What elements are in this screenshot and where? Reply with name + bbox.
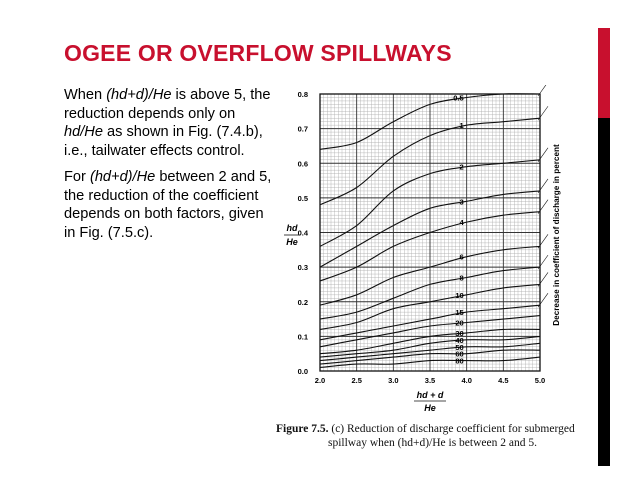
curve-label: 50: [455, 343, 463, 352]
curve-4: [319, 211, 541, 282]
curve-30: [319, 328, 541, 355]
curve-label: 6: [459, 253, 463, 262]
caption-line2: spillway when (hd+d)/He is between 2 and…: [328, 437, 537, 449]
curve-60: [319, 349, 541, 365]
curve-label: 20: [455, 319, 463, 328]
y-tick-label: 0.3: [298, 263, 308, 272]
curve-6: [319, 245, 541, 306]
curve-label: 80: [455, 357, 463, 366]
ratio-expression: (hd+d)/He: [89, 169, 156, 185]
x-tick-label: 2.5: [351, 376, 361, 385]
x-axis-label-bottom: He: [424, 403, 436, 413]
y-tick-label: 0.2: [298, 298, 308, 307]
label-arrow: [537, 234, 549, 249]
label-arrow: [537, 81, 549, 97]
curve-2: [319, 159, 541, 247]
x-axis-label-top: hd + d: [417, 390, 444, 400]
curves: [319, 93, 541, 369]
curve-label: 10: [455, 291, 463, 300]
y-tick-label: 0.0: [298, 367, 308, 376]
label-arrow: [537, 293, 549, 308]
curve-50: [319, 342, 541, 362]
submergence-chart: 0.0 0.1 0.2 0.3 0.4 0.5 0.6 0.7 0.8 2.0 2.5 3.0 3.5…: [284, 81, 561, 413]
paragraph-both-factors: For (hd+d)/He between 2 and 5, the reduc…: [64, 168, 276, 242]
curve-20: [319, 315, 541, 348]
curve-label: 4: [459, 218, 464, 227]
ratio-expression: hd/He: [64, 124, 103, 140]
curve-1: [319, 117, 541, 206]
curve-label: 0.5: [453, 93, 463, 102]
x-tick-label: 5.0: [535, 376, 545, 385]
figure-7-5c: 0.0 0.1 0.2 0.3 0.4 0.5 0.6 0.7 0.8 2.0 2.5 3.0 3.5…: [270, 81, 580, 455]
x-tick-label: 4.0: [461, 376, 471, 385]
label-arrow: [537, 272, 549, 287]
curve-label: 8: [459, 274, 463, 283]
y-tick-label: 0.6: [298, 159, 308, 168]
curve-label: 2: [459, 163, 463, 172]
paragraph-tailwater: When (hd+d)/He is above 5, the reduction…: [64, 86, 276, 160]
text-span: is above 5, the reduction depends only o…: [64, 87, 271, 122]
x-tick-label: 4.5: [498, 376, 508, 385]
curve-10: [319, 283, 541, 330]
curve-label: 3: [459, 197, 463, 206]
curve-label: 1: [459, 121, 463, 130]
curve-40: [319, 335, 541, 358]
curve-15: [319, 304, 541, 341]
curve-label: 40: [455, 336, 463, 345]
label-arrow: [537, 254, 549, 270]
curve-80: [319, 356, 541, 369]
curve-3: [319, 190, 541, 268]
x-tick-labels: 2.0 2.5 3.0 3.5 4.0 4.5 5.0: [315, 376, 545, 385]
text-span: For: [64, 169, 90, 185]
x-tick-label: 3.5: [425, 376, 435, 385]
curve-label: 30: [455, 329, 463, 338]
y-tick-label: 0.1: [298, 332, 308, 341]
ratio-expression: (hd+d)/He: [106, 87, 172, 103]
right-axis-label: Decrease in coefficient of discharge in …: [552, 144, 561, 326]
label-arrow: [537, 199, 549, 214]
label-arrows: [537, 81, 549, 308]
curve-0.5: [319, 93, 541, 150]
text-span: as shown in Fig. (7.4.b), i.e., tailwate…: [64, 124, 263, 159]
body-text: When (hd+d)/He is above 5, the reduction…: [64, 86, 276, 250]
curve-8: [319, 266, 541, 320]
text-span: When: [64, 87, 107, 103]
y-tick-label: 0.8: [298, 90, 308, 99]
accent-bar-black: [598, 118, 610, 466]
label-arrow: [537, 147, 549, 162]
figure-caption: Figure 7.5. (c) Reduction of discharge c…: [276, 422, 576, 450]
text-span: between 2 and 5, the reduction of the co…: [64, 169, 272, 241]
caption-line1: (c) Reduction of discharge coefficient f…: [328, 423, 575, 435]
y-axis-label-bottom: He: [286, 237, 298, 247]
slide-title: OGEE OR OVERFLOW SPILLWAYS: [64, 40, 452, 66]
y-tick-label: 0.5: [298, 194, 308, 203]
y-axis-label-top: hd: [287, 223, 298, 233]
x-tick-label: 2.0: [315, 376, 325, 385]
accent-bar-red: [598, 28, 610, 118]
label-arrow: [537, 178, 549, 194]
y-tick-label: 0.4: [298, 229, 309, 238]
curve-label: 60: [455, 350, 463, 359]
x-tick-label: 3.0: [388, 376, 398, 385]
caption-label: Figure 7.5.: [276, 423, 329, 435]
y-tick-labels: 0.0 0.1 0.2 0.3 0.4 0.5 0.6 0.7 0.8: [298, 90, 309, 376]
plot-frame: [319, 93, 541, 372]
curve-label: 15: [455, 308, 463, 317]
y-tick-label: 0.7: [298, 125, 308, 134]
label-arrow: [537, 106, 549, 121]
